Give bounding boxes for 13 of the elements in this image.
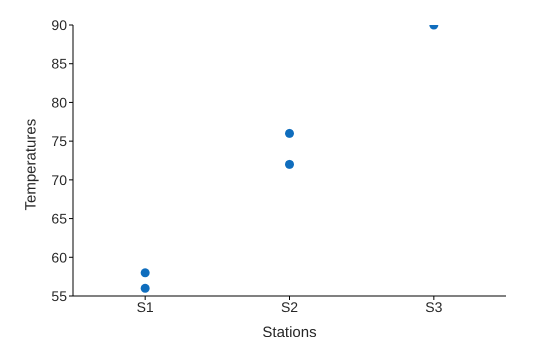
y-tick-label: 70 xyxy=(51,172,68,188)
y-tick-label: 80 xyxy=(51,94,68,110)
y-tick-label: 90 xyxy=(51,16,68,33)
x-tick-label: S3 xyxy=(425,298,443,315)
y-tick-label: 65 xyxy=(51,210,68,227)
y-axis-title: Temperatures xyxy=(22,118,40,210)
y-tick-label: 85 xyxy=(51,56,68,72)
y-tick-label: 55 xyxy=(51,288,68,304)
x-tick-label: S2 xyxy=(280,298,298,315)
x-tick-label: S1 xyxy=(136,298,154,315)
y-tick-label: 75 xyxy=(51,133,68,150)
x-axis-title: Stations xyxy=(262,324,317,337)
y-tick-label: 60 xyxy=(51,249,68,266)
